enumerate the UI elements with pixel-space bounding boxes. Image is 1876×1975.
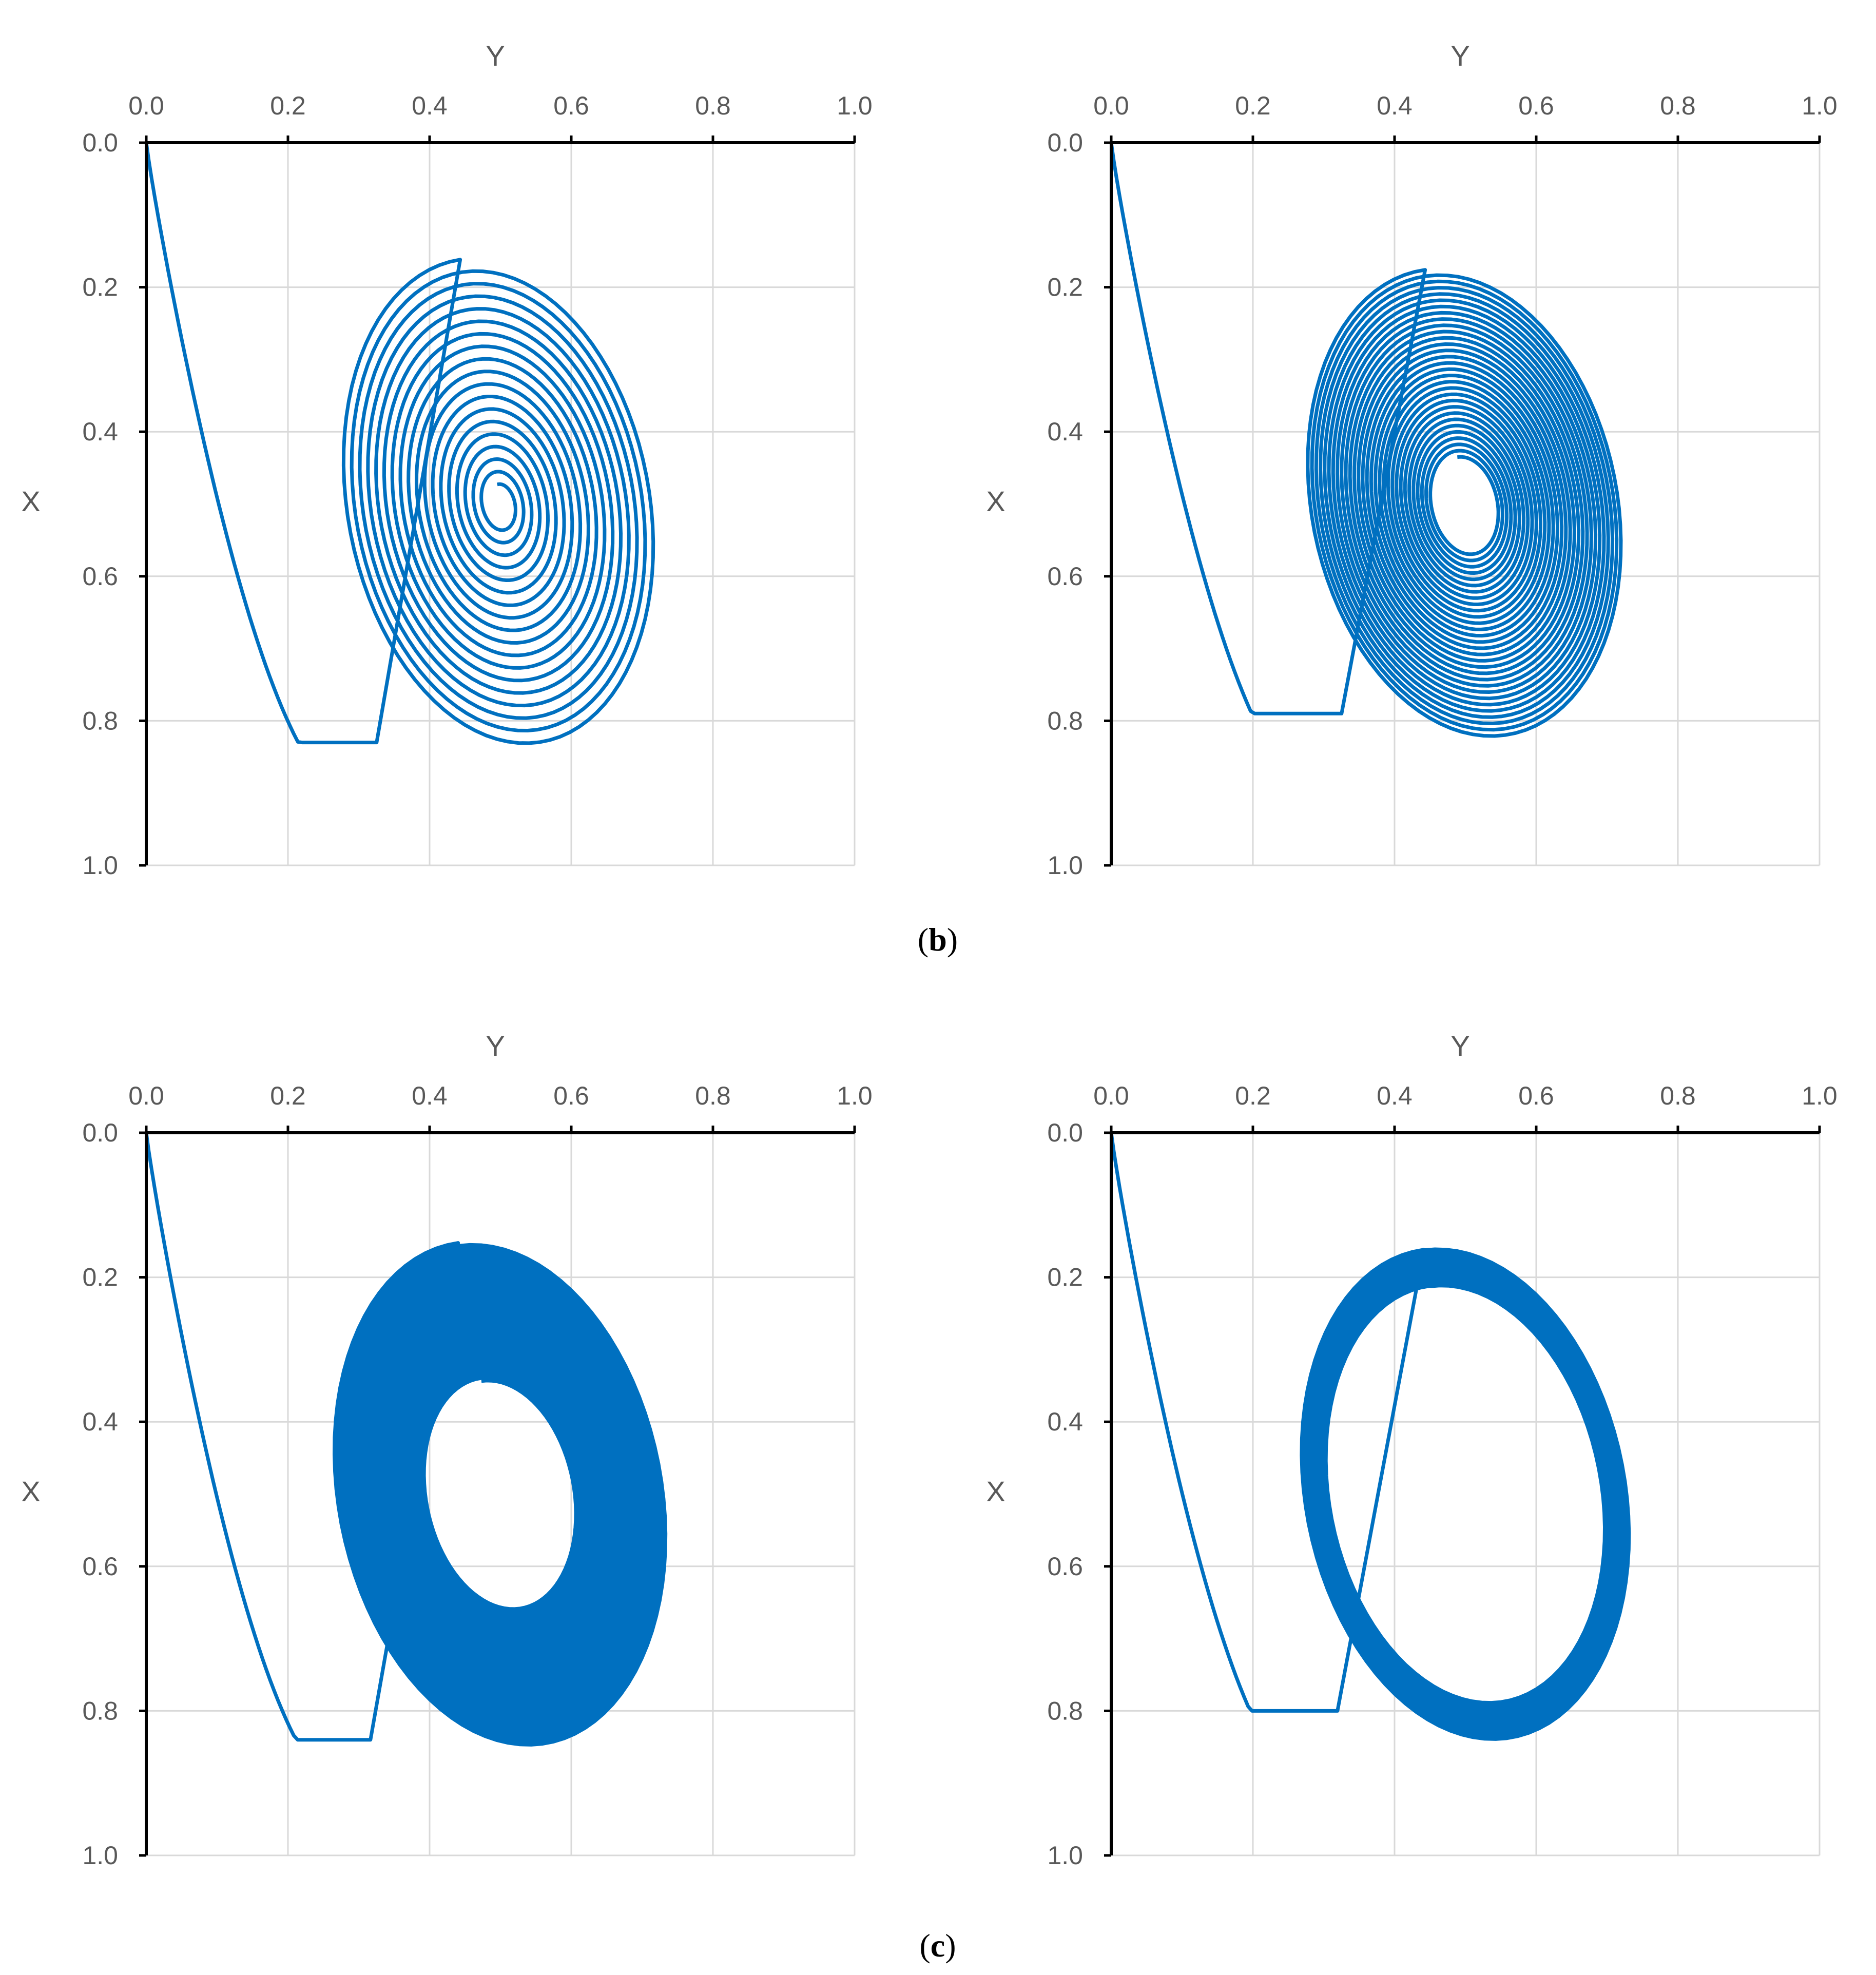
y-tick-label: 0.8	[82, 1696, 118, 1725]
y-tick-label: 0.2	[1047, 1263, 1083, 1292]
x-tick-label: 0.6	[553, 1081, 589, 1110]
caption-b: (b)	[918, 921, 958, 958]
trajectory-line	[144, 1132, 668, 1747]
x-tick-label: 0.0	[1093, 1081, 1129, 1110]
x-tick-label: 1.0	[837, 1081, 873, 1110]
trajectory-line	[1109, 1132, 1631, 1741]
x-tick-label: 0.2	[270, 1081, 306, 1110]
x-tick-label: 0.2	[1235, 91, 1271, 120]
caption-c: (c)	[919, 1927, 956, 1964]
y-tick-label: 0.2	[82, 273, 118, 302]
x-tick-label: 0.6	[1518, 1081, 1554, 1110]
x-tick-label: 0.6	[553, 91, 589, 120]
panel-c-right: 0.0 0.2 0.4 0.6 0.8 1.0 0.0 0.2 0.4 0.6 0.8 1.0 Y X	[986, 1030, 1837, 1870]
x-tick-label: 0.2	[1235, 1081, 1271, 1110]
x-tick-label: 1.0	[837, 91, 873, 120]
y-tick-label: 0.4	[1047, 1407, 1083, 1436]
y-tick-label: 0.8	[1047, 706, 1083, 735]
y-tick-label: 0.2	[1047, 273, 1083, 302]
y-tick-label: 0.2	[82, 1263, 118, 1292]
y-axis-title: X	[21, 1475, 40, 1507]
y-tick-label: 0.4	[1047, 417, 1083, 446]
panel-c-left: 0.0 0.2 0.4 0.6 0.8 1.0 0.0 0.2 0.4 0.6 0.8 1.0 Y X	[21, 1030, 872, 1870]
x-tick-label: 0.0	[128, 1081, 164, 1110]
x-axis-title: Y	[486, 1030, 505, 1062]
x-tick-label: 0.8	[695, 91, 731, 120]
x-axis-title: Y	[486, 40, 505, 72]
y-tick-label: 1.0	[82, 851, 118, 880]
x-tick-label: 0.4	[412, 1081, 448, 1110]
x-tick-label: 0.2	[270, 91, 306, 120]
panel-b-left: 0.0 0.2 0.4 0.6 0.8 1.0 0.0 0.2 0.4 0.6 0.8 1.0 Y X	[21, 40, 872, 880]
x-tick-label: 0.6	[1518, 91, 1554, 120]
y-axis-title: X	[986, 1475, 1005, 1507]
x-tick-label: 0.8	[695, 1081, 731, 1110]
y-tick-label: 0.6	[82, 1552, 118, 1581]
x-tick-label: 0.0	[1093, 91, 1129, 120]
y-tick-label: 1.0	[82, 1841, 118, 1870]
y-tick-label: 0.0	[1047, 1118, 1083, 1147]
x-tick-label: 0.4	[1377, 1081, 1413, 1110]
y-axis-title: X	[986, 485, 1005, 517]
y-tick-label: 0.6	[82, 562, 118, 591]
y-tick-label: 0.4	[82, 417, 118, 446]
y-tick-label: 0.6	[1047, 1552, 1083, 1581]
x-tick-label: 0.4	[1377, 91, 1413, 120]
panel-b-right: 0.0 0.2 0.4 0.6 0.8 1.0 0.0 0.2 0.4 0.6 0.8 1.0 Y X	[986, 40, 1837, 880]
x-tick-label: 0.4	[412, 91, 448, 120]
x-axis-title: Y	[1450, 1030, 1469, 1062]
y-axis-title: X	[21, 485, 40, 517]
trajectory-line	[1109, 142, 1623, 738]
x-tick-label: 1.0	[1802, 1081, 1838, 1110]
y-tick-label: 0.8	[1047, 1696, 1083, 1725]
y-tick-label: 0.0	[82, 1118, 118, 1147]
y-tick-label: 0.4	[82, 1407, 118, 1436]
y-tick-label: 0.6	[1047, 562, 1083, 591]
x-tick-label: 0.8	[1660, 91, 1696, 120]
x-axis-title: Y	[1450, 40, 1469, 72]
x-tick-label: 0.8	[1660, 1081, 1696, 1110]
trajectory-line	[144, 142, 655, 745]
y-tick-label: 1.0	[1047, 1841, 1083, 1870]
y-tick-label: 1.0	[1047, 851, 1083, 880]
x-tick-label: 0.0	[128, 91, 164, 120]
x-tick-label: 1.0	[1802, 91, 1838, 120]
y-tick-label: 0.0	[1047, 128, 1083, 157]
y-tick-label: 0.0	[82, 128, 118, 157]
y-tick-label: 0.8	[82, 706, 118, 735]
